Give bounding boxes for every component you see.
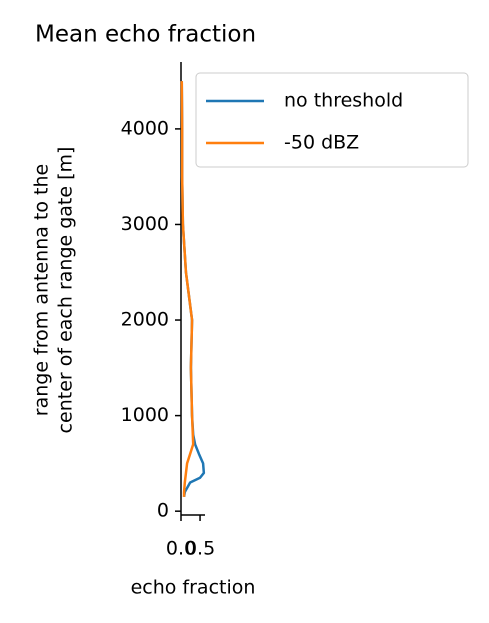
y-axis-label: range from antenna to the <box>31 164 53 416</box>
x-axis-label: echo fraction <box>131 577 256 599</box>
legend-label: -50 dBZ <box>284 132 359 154</box>
legend-label: no threshold <box>284 90 403 112</box>
y-tick-label: 0 <box>157 500 169 522</box>
x-tick-label: 0.5 <box>185 538 215 560</box>
y-tick-label: 4000 <box>121 117 169 139</box>
x-tick-label: 0.0 <box>166 538 196 560</box>
y-axis-label: center of each range gate [m] <box>55 147 77 434</box>
y-tick-label: 3000 <box>121 213 169 235</box>
y-tick-label: 1000 <box>121 404 169 426</box>
line <box>180 81 195 497</box>
y-tick-label: 2000 <box>121 309 169 331</box>
chart-title: Mean echo fraction <box>35 22 256 48</box>
